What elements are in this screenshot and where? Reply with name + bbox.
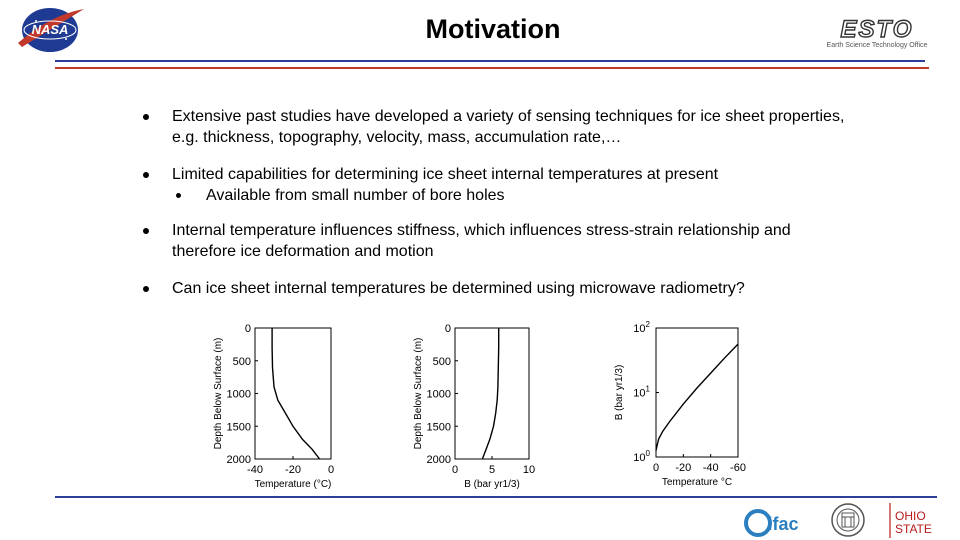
bullet-text: Extensive past studies have developed a … [172,108,845,146]
esto-logo: ESTO Earth Science Technology Office [827,18,928,49]
ohio-state-logo: OHIO STATE [889,503,932,538]
bullet-text: Can ice sheet internal temperatures be d… [172,280,745,297]
bullet-list: Extensive past studies have developed a … [138,106,858,315]
plot-frame [655,327,739,458]
esto-logo-text: ESTO [841,18,914,43]
page-title: Motivation [425,14,561,44]
x-tick-label: 0 [328,464,334,476]
y-tick-label: 100 [633,449,650,464]
x-axis-label: Temperature (°C) [255,479,332,490]
x-tick-label: 10 [523,464,535,476]
nasa-logo: NASA [18,8,84,52]
y-tick-label: 0 [445,323,451,335]
x-axis-label: B (bar yr1/3) [464,479,520,490]
x-tick-label: 5 [489,464,495,476]
x-tick-label: 0 [452,464,458,476]
bullet-item: Extensive past studies have developed a … [138,106,858,148]
x-tick-label: -20 [285,464,301,476]
bullet-item: Internal temperature influences stiffnes… [138,220,858,262]
y-tick-label: 500 [233,356,251,368]
sub-bullet-text: Available from small number of bore hole… [206,187,505,204]
series-line [655,343,739,451]
y-tick-label: 2000 [227,454,251,466]
series-line [481,328,500,460]
header-line-red [55,67,929,69]
plot-frame [454,327,530,460]
x-tick-label: 0 [653,462,659,474]
bullet-item: Can ice sheet internal temperatures be d… [138,278,858,299]
y-tick-label: 101 [633,385,650,400]
x-tick-label: -40 [247,464,263,476]
y-tick-label: 1500 [227,421,251,433]
footer-line-blue [55,496,937,498]
y-tick-label: 1000 [427,389,451,401]
header-line-blue [55,60,925,62]
x-axis-label: Temperature °C [662,477,732,488]
ifac-logo: ifac [744,509,799,537]
ohio-text: OHIO [895,509,926,523]
x-tick-label: -40 [703,462,719,474]
plot-frame [254,327,332,460]
y-axis-label: Depth Below Surface (m) [413,338,424,450]
sub-bullet-list: Available from small number of bore hole… [172,185,858,206]
y-tick-label: 1500 [427,421,451,433]
nasa-logo-text: NASA [32,22,69,37]
y-tick-label: 500 [433,356,451,368]
x-tick-label: -20 [675,462,691,474]
y-tick-label: 2000 [427,454,451,466]
series-line [271,328,321,460]
seal-logo [831,503,865,537]
y-tick-label: 102 [633,320,650,335]
bullet-text: Internal temperature influences stiffnes… [172,222,791,260]
y-tick-label: 1000 [227,389,251,401]
ifac-logo-text: ifac [767,514,798,534]
sub-bullet-item: Available from small number of bore hole… [172,185,858,206]
y-tick-label: 0 [245,323,251,335]
esto-tagline: Earth Science Technology Office [827,42,928,49]
bullet-text: Limited capabilities for determining ice… [172,166,719,183]
bullet-item: Limited capabilities for determining ice… [138,164,858,206]
y-axis-label: B (bar yr1/3) [614,365,625,421]
x-tick-label: -60 [730,462,746,474]
state-text: STATE [895,522,932,536]
y-axis-label: Depth Below Surface (m) [213,338,224,450]
